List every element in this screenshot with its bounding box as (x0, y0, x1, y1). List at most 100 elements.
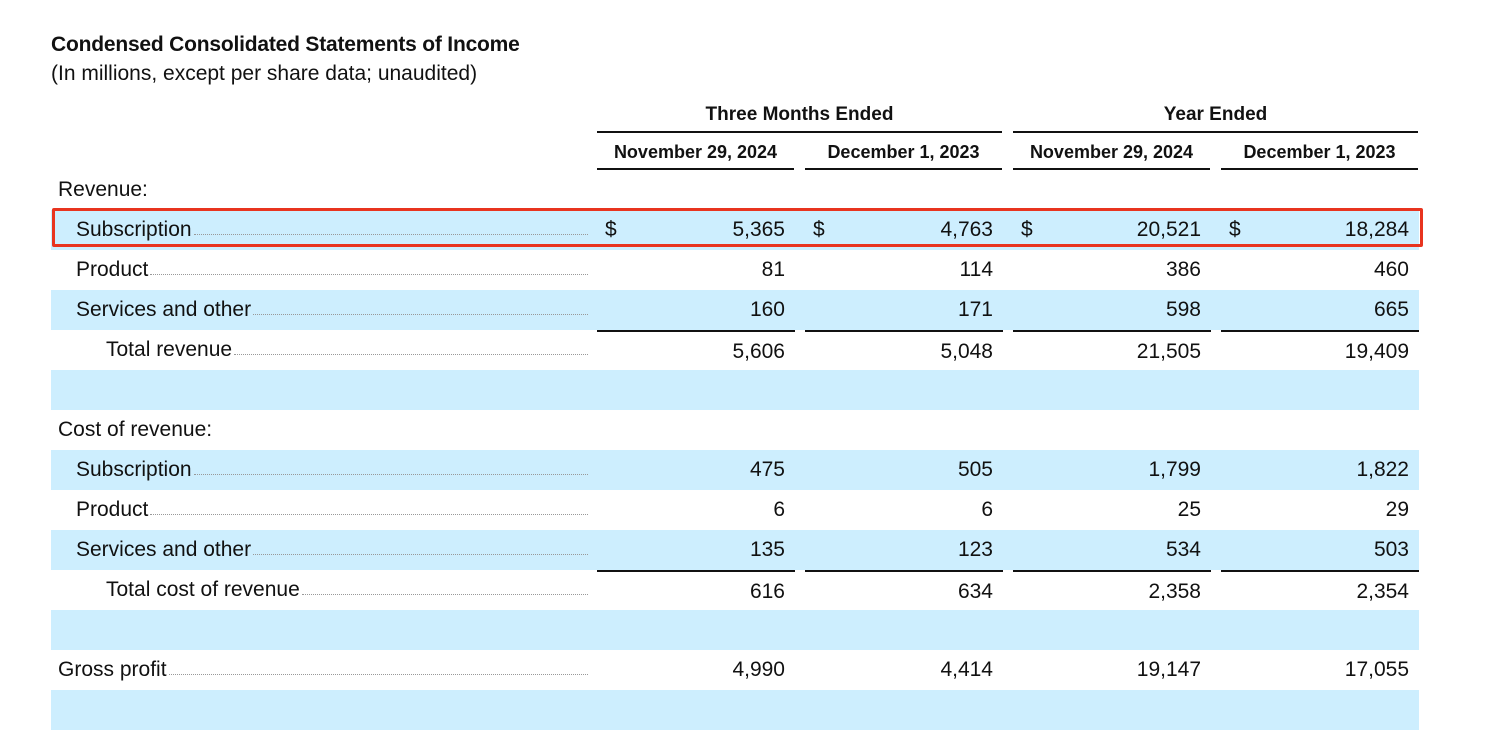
leader-dots (253, 554, 588, 555)
value: 123 (957, 538, 993, 561)
dollar-sign: $ (605, 218, 617, 241)
value: 171 (957, 298, 993, 321)
table-row: Product 81 114 386 460 (51, 250, 1419, 290)
value-cell (1221, 410, 1419, 450)
value-cell: $4,763 (805, 210, 1003, 250)
value-cell: 475 (597, 450, 795, 490)
dollar-sign: $ (1021, 218, 1033, 241)
value: 6 (981, 498, 993, 521)
row-highlight-box (52, 208, 1423, 247)
column-header-q-2024: November 29, 2024 (597, 140, 794, 170)
value-cell: $18,284 (1221, 210, 1419, 250)
value-cell: 25 (1013, 490, 1211, 530)
table-row: Services and other 160 171 598 665 (51, 290, 1419, 332)
row-label: Subscription (76, 458, 192, 481)
value: 386 (1165, 258, 1201, 281)
value: 616 (749, 580, 785, 603)
statement-subtitle: (In millions, except per share data; una… (51, 62, 478, 85)
dollar-sign: $ (1229, 218, 1241, 241)
value: 534 (1165, 538, 1201, 561)
value-cell: 1,799 (1013, 450, 1211, 490)
column-header-q-2023: December 1, 2023 (805, 140, 1002, 170)
value-cell (597, 410, 795, 450)
column-group-year: Year Ended (1013, 103, 1418, 133)
value-cell: 171 (805, 290, 1003, 332)
table-row: Total revenue 5,606 5,048 21,505 19,409 (51, 330, 1419, 375)
value-cell: 17,055 (1221, 650, 1419, 690)
leader-dots (169, 674, 588, 675)
value-cell: 123 (805, 530, 1003, 572)
column-group-three-months: Three Months Ended (597, 103, 1002, 133)
leader-dots (253, 314, 588, 315)
value: 503 (1373, 538, 1409, 561)
row-label: Total revenue (106, 338, 233, 361)
row-label: Cost of revenue: (58, 418, 213, 441)
value: 598 (1165, 298, 1201, 321)
value-cell: $20,521 (1013, 210, 1211, 250)
leader-dots (150, 514, 588, 515)
value-cell: 29 (1221, 490, 1419, 530)
spacer-row (51, 610, 1419, 650)
value-cell: 5,048 (805, 330, 1003, 375)
table-row: Subscription $5,365 $4,763 $20,521 $18,284 (51, 210, 1419, 250)
value: 17,055 (1344, 658, 1409, 681)
value-cell: 665 (1221, 290, 1419, 332)
value-cell (597, 170, 795, 210)
table-row: Services and other 135 123 534 503 (51, 530, 1419, 572)
value-cell: 634 (805, 570, 1003, 615)
value: 29 (1385, 498, 1409, 521)
column-header-y-2023: December 1, 2023 (1221, 140, 1418, 170)
value: 160 (749, 298, 785, 321)
value: 135 (749, 538, 785, 561)
spacer-row (51, 690, 1419, 730)
value-cell: $5,365 (597, 210, 795, 250)
value-cell: 6 (805, 490, 1003, 530)
value: 5,048 (940, 340, 993, 363)
value-cell: 460 (1221, 250, 1419, 290)
leader-dots (234, 354, 588, 355)
value-cell: 160 (597, 290, 795, 332)
value: 475 (749, 458, 785, 481)
leader-dots (194, 234, 588, 235)
value-cell: 1,822 (1221, 450, 1419, 490)
value-cell: 135 (597, 530, 795, 572)
value: 460 (1373, 258, 1409, 281)
leader-dots (302, 594, 588, 595)
value: 634 (957, 580, 993, 603)
value-cell: 114 (805, 250, 1003, 290)
value-cell: 386 (1013, 250, 1211, 290)
value-cell: 616 (597, 570, 795, 615)
value-cell: 505 (805, 450, 1003, 490)
value-cell (805, 170, 1003, 210)
row-label: Product (76, 258, 149, 281)
value: 1,822 (1356, 458, 1409, 481)
column-header-y-2024: November 29, 2024 (1013, 140, 1210, 170)
row-label: Product (76, 498, 149, 521)
value: 2,358 (1148, 580, 1201, 603)
value-cell: 2,358 (1013, 570, 1211, 615)
row-label: Gross profit (58, 658, 167, 681)
value: 4,990 (732, 658, 785, 681)
value-cell: 4,990 (597, 650, 795, 690)
value-cell (1013, 170, 1211, 210)
section-row: Revenue: (51, 170, 1419, 210)
value-cell: 6 (597, 490, 795, 530)
value-cell (1013, 410, 1211, 450)
value: 505 (957, 458, 993, 481)
value: 6 (773, 498, 785, 521)
value-cell: 21,505 (1013, 330, 1211, 375)
value: 114 (959, 258, 993, 281)
value: 2,354 (1356, 580, 1409, 603)
row-label: Subscription (76, 218, 192, 241)
value: 81 (761, 258, 785, 281)
value: 21,505 (1136, 340, 1201, 363)
row-label: Total cost of revenue (106, 578, 300, 601)
row-label: Revenue: (58, 178, 148, 201)
value-cell: 2,354 (1221, 570, 1419, 615)
value: 5,365 (732, 218, 785, 241)
value-cell: 534 (1013, 530, 1211, 572)
value-cell: 598 (1013, 290, 1211, 332)
row-label: Services and other (76, 538, 252, 561)
value-cell: 19,409 (1221, 330, 1419, 375)
value-cell: 4,414 (805, 650, 1003, 690)
